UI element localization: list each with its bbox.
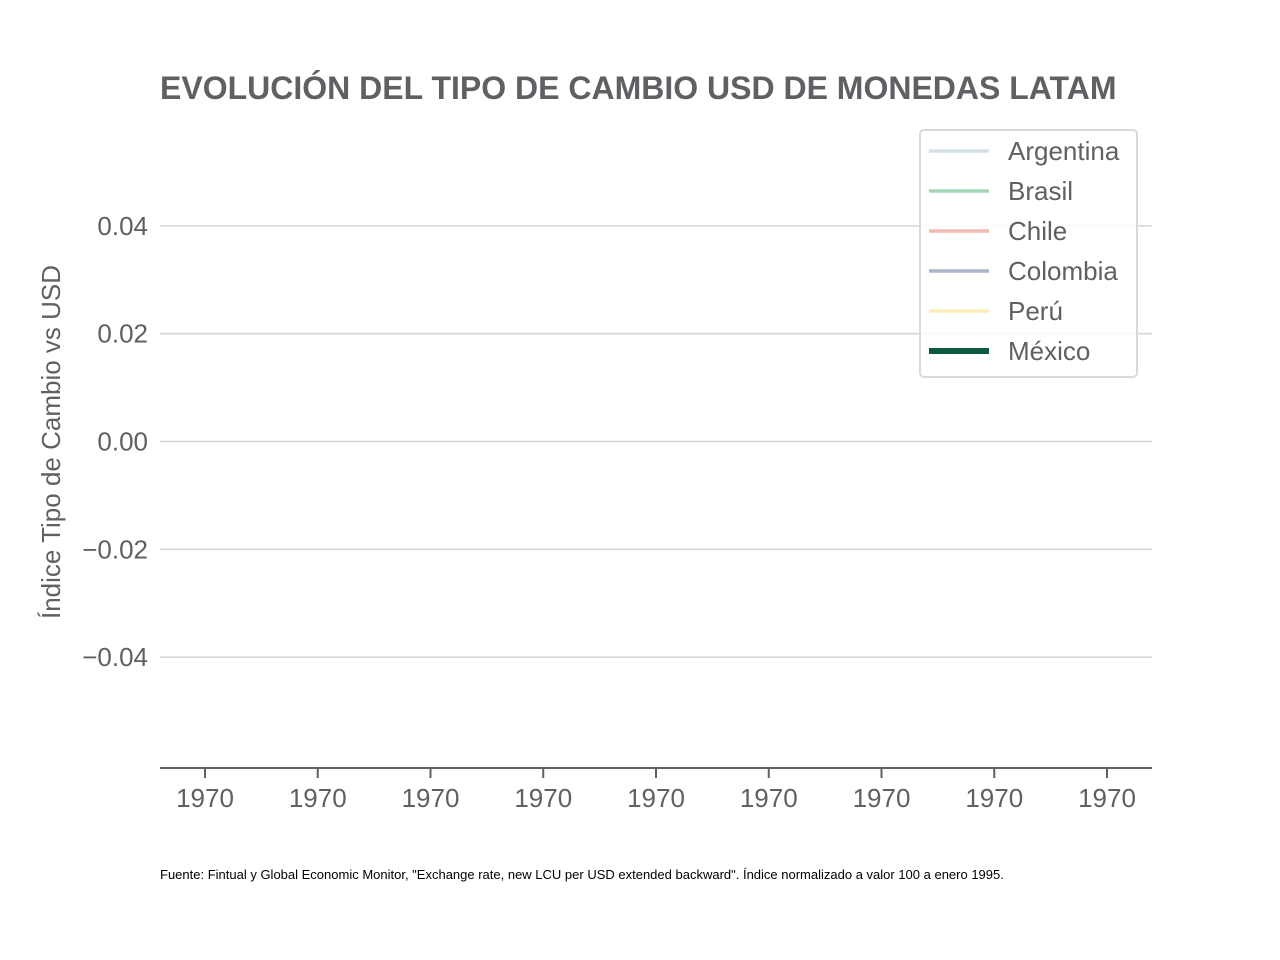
y-tick-label: 0.04 [97, 211, 148, 241]
x-tick-label: 1970 [176, 783, 234, 813]
legend-label: Colombia [1008, 256, 1118, 286]
x-axis: 1970 1970 1970 1970 1970 1970 1970 1970 1970 [176, 768, 1136, 813]
chart-title: EVOLUCIÓN DEL TIPO DE CAMBIO USD DE MONE… [160, 70, 1116, 106]
legend-label: Chile [1008, 216, 1067, 246]
source-note: Fuente: Fintual y Global Economic Monito… [160, 867, 1004, 882]
y-tick-label: 0.00 [97, 427, 148, 457]
legend: Argentina Brasil Chile Colombia Perú México [919, 129, 1138, 378]
y-tick-label: −0.04 [82, 642, 148, 672]
legend-label: Perú [1008, 296, 1063, 326]
legend-label: Argentina [1008, 136, 1120, 166]
y-tick-label: −0.02 [82, 534, 148, 564]
x-tick-label: 1970 [627, 783, 685, 813]
legend-label: Brasil [1008, 176, 1073, 206]
x-tick-label: 1970 [514, 783, 572, 813]
x-tick-label: 1970 [1078, 783, 1136, 813]
x-tick-label: 1970 [402, 783, 460, 813]
y-axis-label: Índice Tipo de Cambio vs USD [36, 265, 66, 619]
legend-label: México [1008, 336, 1090, 366]
x-tick-label: 1970 [740, 783, 798, 813]
y-tick-label: 0.02 [97, 319, 148, 349]
y-axis: 0.04 0.02 0.00 −0.02 −0.04 [82, 211, 148, 672]
x-tick-label: 1970 [289, 783, 347, 813]
x-tick-label: 1970 [965, 783, 1023, 813]
x-tick-label: 1970 [853, 783, 911, 813]
